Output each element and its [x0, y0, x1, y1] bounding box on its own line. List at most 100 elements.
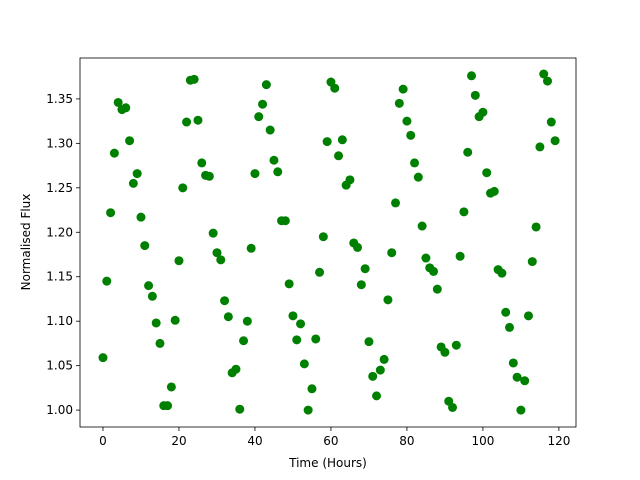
point — [246, 243, 256, 253]
point — [296, 319, 306, 329]
point — [140, 241, 150, 251]
y-tick-label: 1.30 — [46, 136, 73, 150]
point — [402, 116, 412, 126]
point — [501, 307, 511, 317]
point — [299, 359, 309, 369]
point — [379, 354, 389, 364]
point — [311, 334, 321, 344]
point — [109, 148, 119, 158]
point — [417, 221, 427, 231]
point — [220, 296, 230, 306]
y-tick-label: 1.00 — [46, 403, 73, 417]
point — [478, 107, 488, 117]
point — [318, 232, 328, 242]
x-tick-label: 100 — [471, 434, 494, 448]
point — [136, 212, 146, 222]
point — [394, 98, 404, 108]
point — [307, 384, 317, 394]
point — [330, 83, 340, 93]
point — [391, 198, 401, 208]
point — [334, 151, 344, 161]
x-tick-label: 20 — [171, 434, 186, 448]
point — [372, 391, 382, 401]
point — [98, 353, 108, 363]
plot-frame — [79, 57, 577, 428]
point — [106, 208, 116, 218]
point — [250, 169, 260, 179]
point — [531, 222, 541, 232]
point — [273, 167, 283, 177]
point — [121, 103, 131, 113]
x-tick-label: 80 — [399, 434, 414, 448]
point — [356, 280, 366, 290]
point — [345, 175, 355, 185]
point — [144, 281, 154, 291]
point — [505, 322, 515, 332]
point — [254, 112, 264, 122]
point — [303, 405, 313, 415]
point — [204, 171, 214, 181]
point — [508, 358, 518, 368]
point — [524, 311, 534, 321]
point — [178, 183, 188, 193]
point — [550, 136, 560, 146]
point — [527, 257, 537, 267]
point — [166, 382, 176, 392]
point — [280, 216, 290, 226]
point — [170, 315, 180, 325]
point — [368, 371, 378, 381]
point — [132, 169, 142, 179]
point — [543, 76, 553, 86]
point — [489, 186, 499, 196]
point — [360, 264, 370, 274]
point — [261, 80, 271, 90]
point — [265, 125, 275, 135]
point — [497, 268, 507, 278]
point — [440, 347, 450, 357]
point — [364, 337, 374, 347]
point — [322, 137, 332, 147]
point — [197, 158, 207, 168]
point — [451, 340, 461, 350]
point — [516, 405, 526, 415]
y-tick-label: 1.15 — [46, 270, 73, 284]
point — [455, 251, 465, 261]
y-tick-label: 1.10 — [46, 314, 73, 328]
point — [398, 84, 408, 94]
point — [242, 316, 252, 326]
point — [269, 155, 279, 165]
point — [128, 178, 138, 188]
x-axis-label: Time (Hours) — [288, 456, 367, 470]
y-tick-label: 1.05 — [46, 359, 73, 373]
point — [182, 117, 192, 127]
x-tick-label: 60 — [323, 434, 338, 448]
point — [189, 74, 199, 84]
point — [125, 136, 135, 146]
y-tick-label: 1.25 — [46, 181, 73, 195]
point — [459, 207, 469, 217]
x-tick-label: 40 — [247, 434, 262, 448]
point — [151, 318, 161, 328]
point — [432, 284, 442, 294]
point — [292, 335, 302, 345]
point — [429, 266, 439, 276]
point — [512, 372, 522, 382]
point — [315, 267, 325, 277]
point — [539, 69, 549, 79]
point — [448, 402, 458, 412]
point — [387, 248, 397, 258]
point — [535, 142, 545, 152]
point — [288, 311, 298, 321]
y-axis-label: Normalised Flux — [19, 194, 33, 291]
point — [216, 255, 226, 265]
point — [155, 338, 165, 348]
point — [193, 115, 203, 125]
point — [284, 279, 294, 289]
point — [467, 71, 477, 81]
point — [231, 364, 241, 374]
point — [470, 90, 480, 100]
point — [421, 253, 431, 263]
